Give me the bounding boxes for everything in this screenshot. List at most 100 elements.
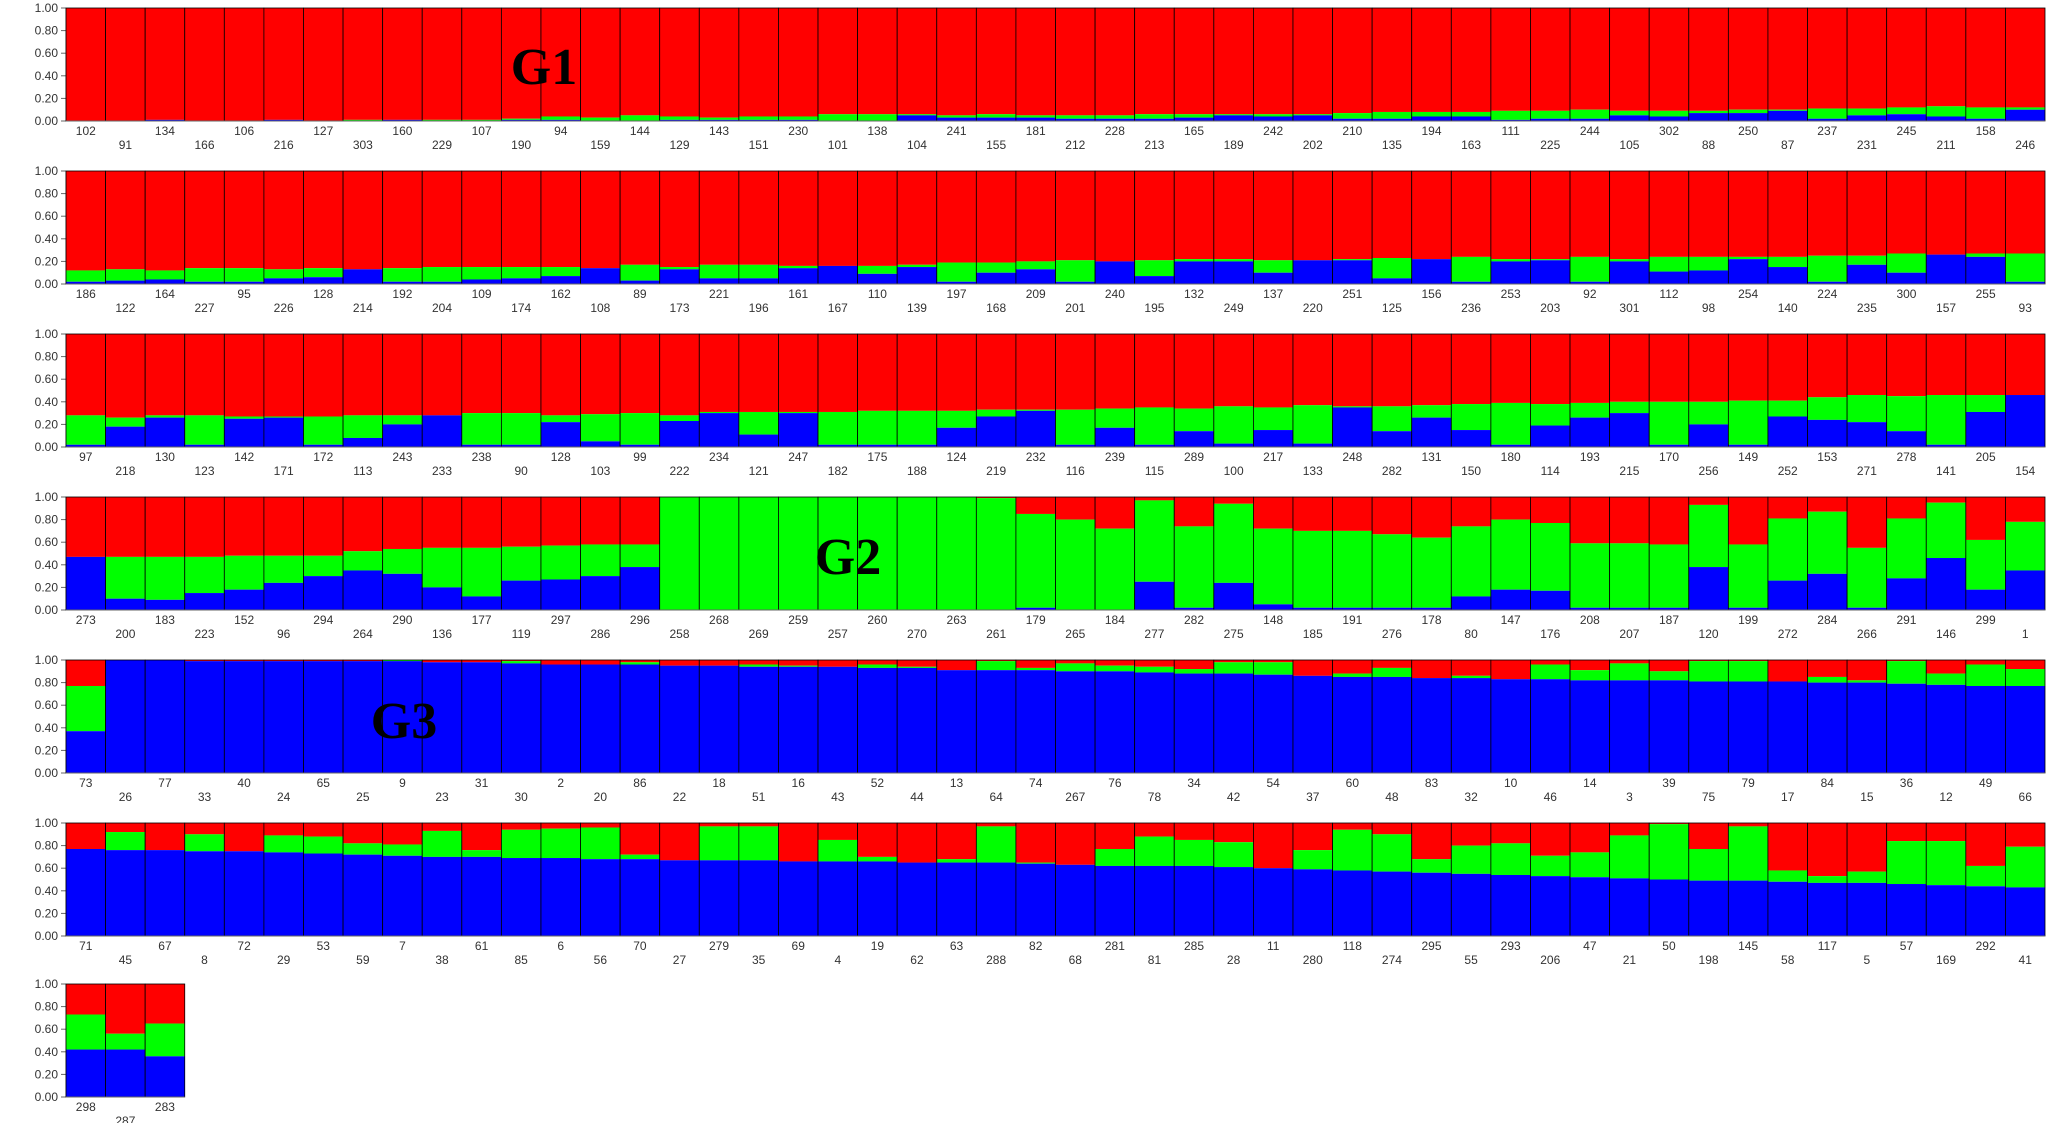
bar-segment-red bbox=[1649, 334, 1689, 402]
bar-segment-blue bbox=[1134, 672, 1175, 773]
bar-segment-red bbox=[1055, 823, 1096, 865]
group-label-g1: G1 bbox=[511, 39, 577, 96]
bar-segment-blue bbox=[145, 599, 185, 610]
bar-segment-green bbox=[1490, 843, 1531, 875]
bar-segment-blue bbox=[1292, 115, 1333, 121]
sample-label: 75 bbox=[1702, 790, 1716, 804]
sample-label: 52 bbox=[871, 776, 885, 790]
sample-label: 224 bbox=[1817, 287, 1837, 301]
sample-label: 174 bbox=[511, 301, 531, 315]
bar-segment-red bbox=[1095, 171, 1135, 262]
bar-segment-blue bbox=[738, 666, 779, 773]
bar-segment-green bbox=[857, 497, 898, 610]
bar-segment-blue bbox=[1213, 261, 1254, 284]
sample-label: 277 bbox=[1144, 627, 1164, 641]
bar-segment-blue bbox=[1253, 868, 1293, 936]
sample-label: 211 bbox=[1936, 138, 1955, 152]
bar-segment-green bbox=[540, 545, 581, 580]
bar-segment-red bbox=[224, 334, 264, 417]
sample-label: 299 bbox=[1976, 613, 1996, 627]
bar-segment-red bbox=[659, 660, 700, 666]
bar-segment-red bbox=[1451, 660, 1491, 676]
bar-segment-blue bbox=[1649, 607, 1689, 610]
bar-segment-green bbox=[897, 114, 937, 116]
bar-segment-blue bbox=[1411, 607, 1452, 610]
y-tick-label: 1.00 bbox=[35, 327, 59, 341]
bar-segment-blue bbox=[1767, 580, 1808, 610]
bar-segment-green bbox=[540, 267, 581, 277]
sample-label: 283 bbox=[155, 1100, 175, 1114]
bar-segment-green bbox=[897, 264, 937, 268]
bar-segment-blue bbox=[1767, 416, 1808, 447]
sample-label: 71 bbox=[79, 939, 93, 953]
bar-segment-blue bbox=[1570, 680, 1610, 773]
bar-segment-green bbox=[1174, 669, 1214, 674]
bar-segment-blue bbox=[66, 444, 106, 447]
bar-segment-blue bbox=[1213, 867, 1254, 936]
bar-segment-blue bbox=[659, 119, 700, 121]
sample-label: 195 bbox=[1144, 301, 1164, 315]
bar-segment-blue bbox=[976, 416, 1016, 447]
bar-segment-green bbox=[461, 119, 502, 121]
sample-label: 194 bbox=[1421, 124, 1441, 138]
sample-label: 42 bbox=[1227, 790, 1241, 804]
sample-label: 268 bbox=[709, 613, 729, 627]
bar-segment-blue bbox=[936, 281, 977, 284]
bar-segment-blue bbox=[857, 273, 898, 284]
sample-label: 284 bbox=[1817, 613, 1837, 627]
bar-segment-green bbox=[1688, 661, 1729, 682]
bar-segment-green bbox=[1372, 534, 1412, 608]
bar-segment-red bbox=[1728, 8, 1768, 110]
sample-label: 69 bbox=[792, 939, 806, 953]
bar-segment-green bbox=[620, 544, 660, 568]
bar-segment-blue bbox=[1965, 589, 2006, 610]
bar-segment-green bbox=[2005, 253, 2045, 282]
bar-segment-green bbox=[1807, 876, 1848, 883]
bar-segment-green bbox=[1332, 113, 1373, 119]
bar-segment-red bbox=[738, 171, 779, 265]
bar-segment-green bbox=[1847, 255, 1887, 265]
bar-segment-red bbox=[738, 334, 779, 412]
bar-segment-red bbox=[936, 8, 977, 116]
bar-segment-green bbox=[976, 826, 1016, 863]
bar-segment-blue bbox=[1807, 682, 1848, 773]
bar-segment-blue bbox=[1767, 881, 1808, 936]
sample-label: 209 bbox=[1026, 287, 1046, 301]
panel-4: 0.00 0.20 0.40 0.60 0.80 1.00 273 200 183 223 152 9… bbox=[35, 490, 2046, 641]
sample-label: 177 bbox=[472, 613, 492, 627]
bar-segment-red bbox=[184, 8, 225, 121]
sample-label: 237 bbox=[1817, 124, 1837, 138]
bar-segment-green bbox=[1609, 401, 1650, 414]
bar-segment-blue bbox=[857, 667, 898, 773]
sample-label: 119 bbox=[512, 627, 531, 641]
sample-label: 16 bbox=[792, 776, 806, 790]
bar-segment-blue bbox=[620, 859, 660, 936]
sample-label: 172 bbox=[313, 450, 333, 464]
y-tick-label: 0.40 bbox=[35, 558, 59, 572]
bar-segment-blue bbox=[1649, 879, 1689, 936]
sample-label: 266 bbox=[1857, 627, 1877, 641]
bar-segment-blue bbox=[818, 666, 858, 773]
sample-label: 25 bbox=[356, 790, 370, 804]
sample-label: 286 bbox=[590, 627, 610, 641]
bar-segment-blue bbox=[1570, 118, 1610, 121]
bar-segment-blue bbox=[382, 119, 423, 121]
bar-segment-red bbox=[1253, 497, 1293, 529]
bar-segment-red bbox=[1372, 660, 1412, 668]
sample-label: 133 bbox=[1303, 464, 1323, 478]
bar-segment-red bbox=[857, 171, 898, 266]
sample-label: 143 bbox=[709, 124, 729, 138]
sample-label: 292 bbox=[1976, 939, 1996, 953]
sample-label: 200 bbox=[115, 627, 135, 641]
bar-segment-green bbox=[1134, 836, 1175, 866]
bar-segment-red bbox=[897, 334, 937, 411]
bar-segment-red bbox=[699, 660, 739, 666]
bar-segment-green bbox=[343, 551, 383, 571]
bar-segment-blue bbox=[66, 281, 106, 284]
bar-segment-green bbox=[1372, 258, 1412, 279]
bar-segment-green bbox=[1490, 110, 1531, 120]
bar-segment-red bbox=[303, 8, 344, 121]
bar-segment-blue bbox=[699, 413, 739, 447]
sample-label: 128 bbox=[313, 287, 333, 301]
bar-segment-blue bbox=[1886, 683, 1927, 773]
